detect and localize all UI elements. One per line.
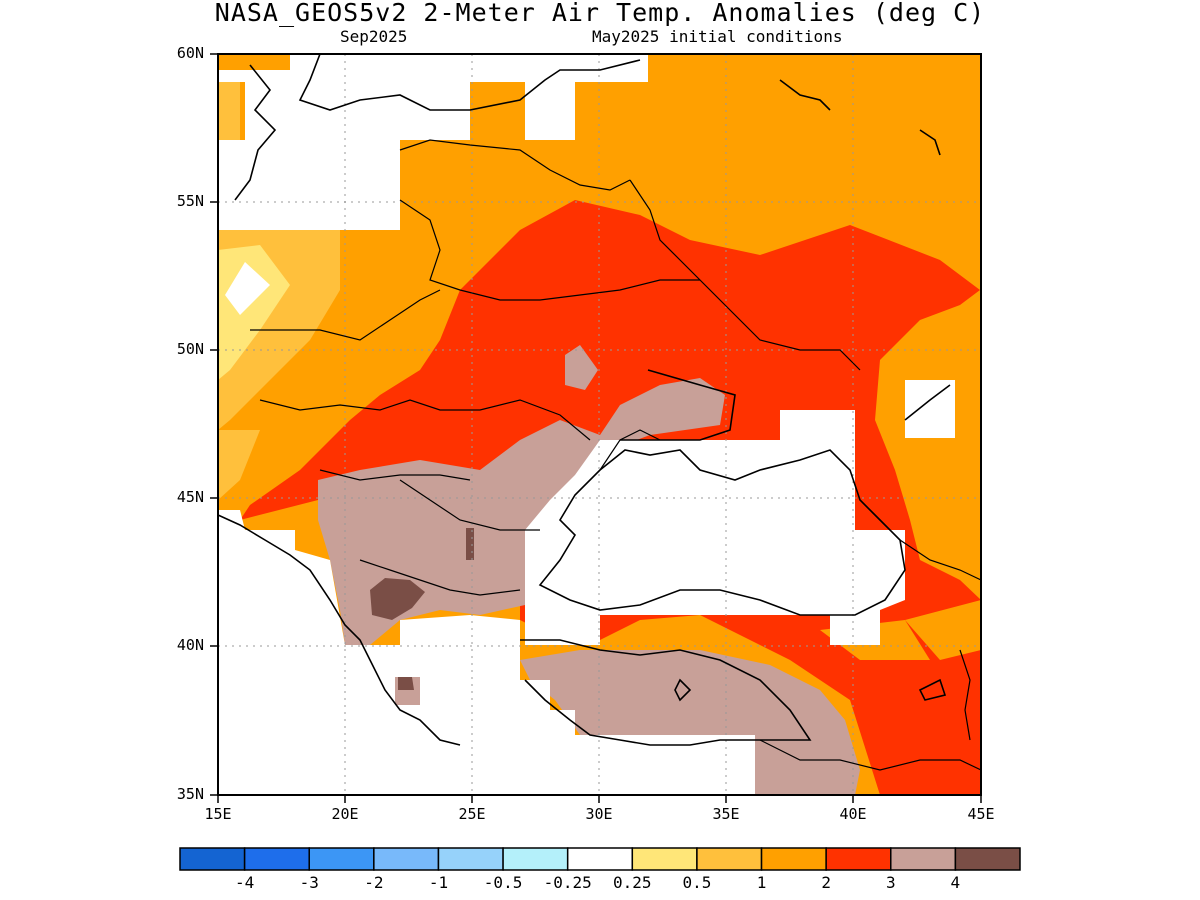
colorbar-swatch [179,847,246,871]
anomaly-region-0.5-1-north [218,70,240,140]
border-turkey-syria [759,739,981,771]
baltic-coast [298,54,641,111]
masked-region-volga [905,380,955,438]
colorbar-swatch [760,847,827,871]
colorbar-label: -4 [234,873,255,892]
lat-label-35n: 35N [176,785,204,803]
colorbar-swatch [437,847,504,871]
axis-ticks [210,53,982,803]
black-sea-coast [538,449,906,616]
lat-label-40n: 40N [176,636,204,654]
masked-region-mediterranean [218,510,755,795]
colorbar-label: 0.25 [613,873,652,892]
onega-coast [779,79,831,111]
colorbar-label: -3 [299,873,319,892]
graticule [218,54,981,795]
rybinsk-coast [919,129,941,156]
lat-label-55n: 55N [176,192,204,210]
masked-region-baltic [218,54,648,230]
lon-label-20e: 20E [331,805,359,823]
country-borders [250,139,981,771]
colorbar-label: -1 [428,873,449,892]
initial-conditions: May2025 initial conditions [592,27,843,46]
lat-label-60n: 60N [176,44,204,62]
lon-label-15e: 15E [204,805,232,823]
figure-title: NASA_GEOS5v2 2-Meter Air Temp. Anomalies… [214,0,986,27]
anomaly-region-neutral-west [225,262,270,315]
border-bulgaria-greece [359,559,521,596]
border-germany-poland [250,289,441,341]
colorbar-label: 3 [885,873,896,892]
border-lithuania-latvia [399,139,631,191]
colorbar-swatch [566,847,634,871]
lon-label-30e: 30E [585,805,613,823]
border-caucasus [859,499,981,581]
lake-tuz [674,678,692,702]
border-moldova [599,429,661,471]
forecast-month: Sep2025 [340,27,408,46]
colorbar-swatch [631,847,698,871]
colorbar-label: 0.5 [682,873,712,892]
lon-label-40e: 40E [839,805,867,823]
sweden-coast [234,64,277,201]
volga-river [904,384,951,421]
colorbar-label: 4 [950,873,961,892]
colorbar-swatch [373,847,440,871]
border-hungary-romania [319,469,471,481]
border-turkey-iran [959,649,971,741]
masked-region-black-sea [525,410,905,645]
colorbar-label: 2 [821,873,831,892]
border-carpathians [259,399,591,441]
colorbar-label: -2 [364,873,384,892]
colorbar-swatch [308,847,375,871]
colorbar-swatch [954,847,1021,871]
anomaly-field [218,54,981,795]
border-belarus-poland-ukraine [399,199,700,301]
adriatic-coast [218,514,461,746]
lat-label-45n: 45N [176,488,204,506]
anomaly-region-above-4-bulgaria [466,528,474,560]
lon-label-25e: 25E [458,805,486,823]
border-romania-bulgaria [399,479,540,531]
lat-label-50n: 50N [176,340,204,358]
lon-label-35e: 35E [712,805,740,823]
colorbar-label: -0.5 [483,873,523,892]
colorbar-swatch [825,847,892,871]
colorbar-swatch [890,847,957,871]
colorbar [179,847,1021,871]
anomaly-region-above-4-macedonia [370,578,425,620]
colorbar-swatch [243,847,310,871]
anomaly-region-0.5-1-sw [218,430,260,500]
colorbar-swatch [502,847,569,871]
border-russia-ukraine [629,179,861,371]
anomaly-region-3-4-turkey [520,650,860,795]
anomaly-region-3-4-ukraine [565,345,598,390]
anatolia-coast [520,639,812,746]
anomaly-region-1-2-east [905,600,981,660]
anomaly-cell-greece-core [398,677,414,690]
lake-van [918,678,947,701]
colorbar-swatch [696,847,763,871]
lon-label-45e: 45E [967,805,995,823]
colorbar-label: 1 [756,873,767,892]
colorbar-label: -0.25 [543,873,592,892]
